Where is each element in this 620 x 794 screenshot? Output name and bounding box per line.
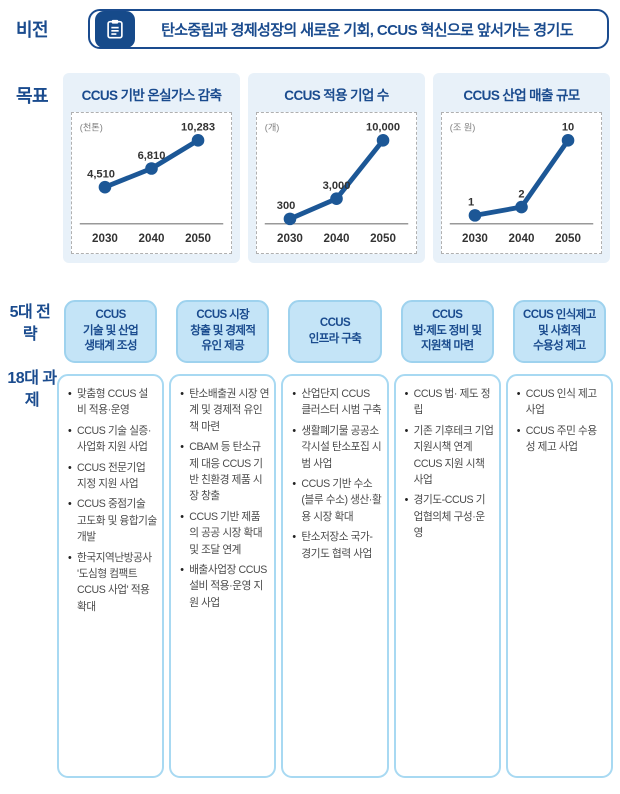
task-item: 탄소저장소 국가-경기도 협력 사업 xyxy=(292,529,381,562)
vision-statement: 탄소중립과 경제성장의 새로운 기회, CCUS 혁신으로 앞서가는 경기도 xyxy=(161,21,573,39)
goal-cards: CCUS 기반 온실가스 감축 (천톤) 4,510 2030 6,810 2040 10… xyxy=(63,73,610,263)
task-item: 기존 기후테크 기업 지원시책 연계 CCUS 지원 시책 사업 xyxy=(405,423,494,489)
strategy-header-awareness: CCUS 인식제고 및 사회적 수용성 제고 xyxy=(512,300,606,363)
task-item: CCUS 중점기술 고도화 및 융합기술 개발 xyxy=(68,496,157,545)
task-item: 생활폐기물 공공소각시설 탄소포집 시범 사업 xyxy=(292,423,381,472)
data-point xyxy=(98,180,112,194)
clipboard-icon xyxy=(95,10,135,48)
strategy-header-legal-support: CCUS 법·제도 정비 및 지원책 마련 xyxy=(400,300,494,363)
goal-card-title: CCUS 산업 매출 규모 xyxy=(463,88,580,103)
task-list: 산업단지 CCUS 클러스터 시범 구축생활폐기물 공공소각시설 탄소포집 시범… xyxy=(292,386,381,562)
value-label: 300 xyxy=(277,200,296,212)
value-label: 10 xyxy=(562,122,574,134)
year-tick-label: 2040 xyxy=(139,232,165,245)
value-label: 4,510 xyxy=(87,168,115,180)
task-column-market-incentive: 탄소배출권 시장 연계 및 경제적 유인책 마련CBAM 등 탄소규제 대응 C… xyxy=(169,374,277,778)
task-item: 맞춤형 CCUS 설비 적용·운영 xyxy=(68,386,157,419)
goal-chart-revenue: (조 원) 1 2030 2 2040 10 2050 xyxy=(441,112,602,254)
task-columns: 맞춤형 CCUS 설비 적용·운영 CCUS 기술 실증·사업화 지원 사업 CCU… xyxy=(57,374,613,778)
task-list: 맞춤형 CCUS 설비 적용·운영 CCUS 기술 실증·사업화 지원 사업 CCU… xyxy=(68,386,157,615)
data-point xyxy=(145,162,158,175)
task-column-infrastructure: 산업단지 CCUS 클러스터 시범 구축생활폐기물 공공소각시설 탄소포집 시범… xyxy=(281,374,389,778)
line-chart: (조 원) 1 2030 2 2040 10 2050 xyxy=(449,122,594,245)
task-item: 산업단지 CCUS 클러스터 시범 구축 xyxy=(292,386,381,419)
data-point xyxy=(330,192,343,206)
goals-section-label: 목표 xyxy=(15,86,49,106)
year-tick-label: 2040 xyxy=(509,232,535,245)
goal-card-title: CCUS 적용 기업 수 xyxy=(284,88,389,103)
task-item: CCUS 전문기업 지정 지원 사업 xyxy=(68,460,157,493)
task-column-awareness: CCUS 인식 제고 사업 CCUS 주민 수용성 제고 사업 xyxy=(505,374,613,778)
goal-card-revenue: CCUS 산업 매출 규모 (조 원) 1 2030 2 2040 10 2050 xyxy=(433,73,610,263)
data-point xyxy=(468,209,482,222)
year-tick-label: 2030 xyxy=(277,232,303,245)
strategy-header-infrastructure: CCUS 인프라 구축 xyxy=(288,300,382,363)
task-item: CCUS 인식 제고 사업 xyxy=(517,386,606,419)
strategy-header-tech-ecosystem: CCUS 기술 및 산업 생태계 조성 xyxy=(64,300,158,363)
strategy-headers: CCUS 기술 및 산업 생태계 조성 CCUS 시장 창출 및 경제적 유인 … xyxy=(57,300,613,363)
unit-label: (조 원) xyxy=(450,123,476,133)
vision-section-label: 비전 xyxy=(15,20,49,40)
data-point xyxy=(515,200,528,214)
year-tick-label: 2050 xyxy=(370,232,396,245)
value-label: 1 xyxy=(468,197,474,209)
year-tick-label: 2050 xyxy=(555,232,581,245)
value-label: 6,810 xyxy=(138,150,166,162)
data-point xyxy=(283,212,297,226)
year-tick-label: 2030 xyxy=(92,232,118,245)
task-item: CCUS 법· 제도 정립 xyxy=(405,386,494,419)
strategy-header-market-incentive: CCUS 시장 창출 및 경제적 유인 제공 xyxy=(176,300,270,363)
task-item: CCUS 기반 제품의 공공 시장 확대 및 조달 연계 xyxy=(180,509,269,558)
goal-card-companies: CCUS 적용 기업 수 (개) 300 2030 3,000 2040 10,000 20… xyxy=(248,73,425,263)
strategies-section-label: 5대 전략 xyxy=(9,304,51,343)
value-label: 2 xyxy=(518,188,524,200)
unit-label: (천톤) xyxy=(80,123,103,133)
task-item: CCUS 기술 실증·사업화 지원 사업 xyxy=(68,423,157,456)
line-chart: (천톤) 4,510 2030 6,810 2040 10,283 2050 xyxy=(80,122,224,245)
goal-card-title: CCUS 기반 온실가스 감축 xyxy=(81,88,222,103)
value-label: 3,000 xyxy=(323,180,351,192)
task-item: 경기도-CCUS 기업협의체 구성·운영 xyxy=(405,492,494,541)
data-point xyxy=(561,134,575,147)
year-tick-label: 2030 xyxy=(462,232,488,245)
task-item: CCUS 기반 수소(블루 수소) 생산·활용 시장 확대 xyxy=(292,476,381,525)
task-item: CCUS 주민 수용성 제고 사업 xyxy=(517,423,606,456)
task-column-legal-support: CCUS 법· 제도 정립기존 기후테크 기업 지원시책 연계 CCUS 지원 … xyxy=(393,374,501,778)
task-item: CBAM 등 탄소규제 대응 CCUS 기반 친환경 제품 시장 창출 xyxy=(180,439,269,505)
vision-banner: 탄소중립과 경제성장의 새로운 기회, CCUS 혁신으로 앞서가는 경기도 xyxy=(88,9,609,49)
tasks-section-label: 18대 과제 xyxy=(7,370,57,409)
task-item: 탄소배출권 시장 연계 및 경제적 유인책 마련 xyxy=(180,386,269,435)
year-tick-label: 2040 xyxy=(324,232,350,245)
goal-chart-companies: (개) 300 2030 3,000 2040 10,000 2050 xyxy=(256,112,417,254)
task-column-tech-ecosystem: 맞춤형 CCUS 설비 적용·운영 CCUS 기술 실증·사업화 지원 사업 CCU… xyxy=(57,374,165,778)
data-point xyxy=(376,134,390,147)
task-item: 배출사업장 CCUS 설비 적용·운영 지원 사업 xyxy=(180,562,269,611)
goal-chart-emissions: (천톤) 4,510 2030 6,810 2040 10,283 2050 xyxy=(71,112,232,254)
task-item: 한국지역난방공사 '도심형 컴팩트 CCUS 사업' 적용 확대 xyxy=(68,550,157,616)
value-label: 10,000 xyxy=(366,122,400,134)
year-tick-label: 2050 xyxy=(185,232,211,245)
task-list: CCUS 인식 제고 사업 CCUS 주민 수용성 제고 사업 xyxy=(517,386,606,456)
data-point xyxy=(191,134,205,147)
unit-label: (개) xyxy=(265,123,280,133)
task-list: CCUS 법· 제도 정립기존 기후테크 기업 지원시책 연계 CCUS 지원 … xyxy=(405,386,494,542)
goal-card-emissions: CCUS 기반 온실가스 감축 (천톤) 4,510 2030 6,810 2040 10… xyxy=(63,73,240,263)
value-label: 10,283 xyxy=(181,122,215,134)
line-chart: (개) 300 2030 3,000 2040 10,000 2050 xyxy=(264,122,409,245)
task-list: 탄소배출권 시장 연계 및 경제적 유인책 마련CBAM 등 탄소규제 대응 C… xyxy=(180,386,269,611)
